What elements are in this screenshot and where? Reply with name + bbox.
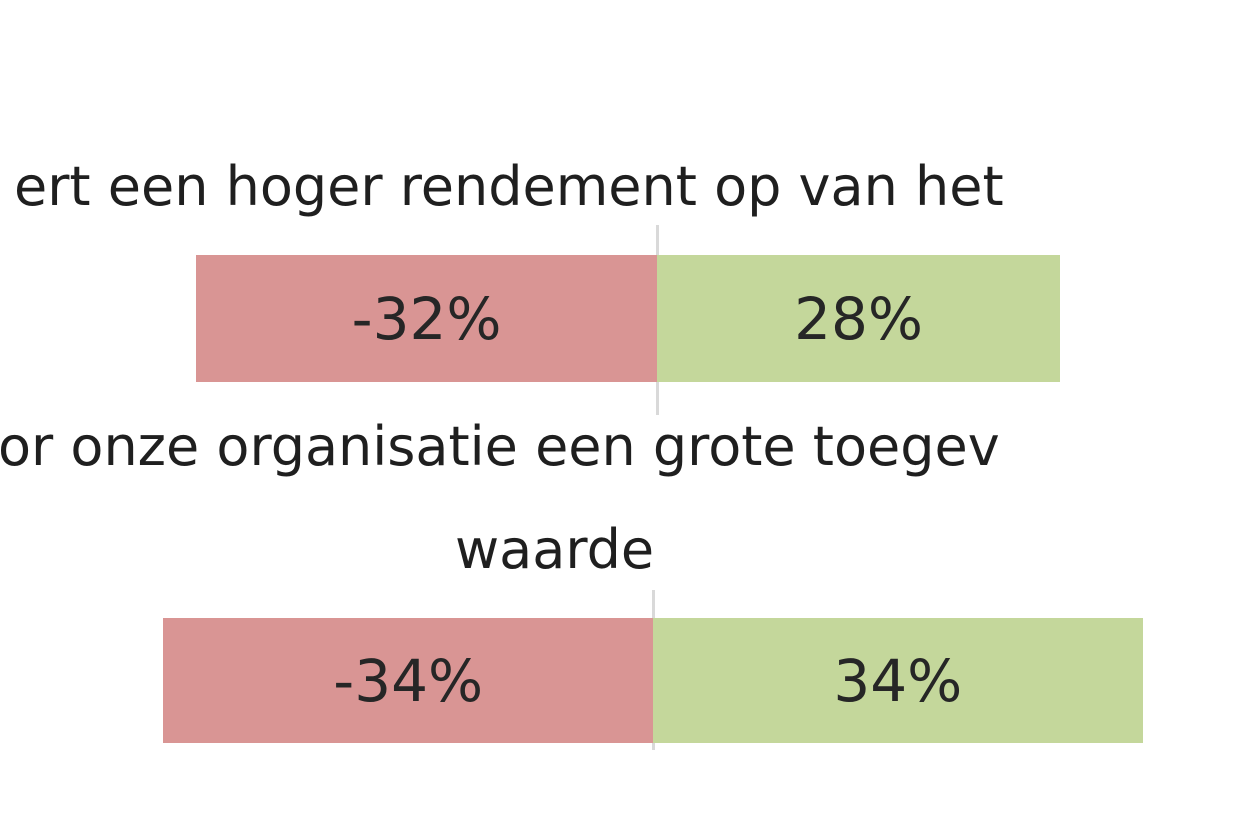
bar-1-positive: 28% xyxy=(657,255,1061,382)
category-label-2-line-2: waarde xyxy=(455,518,655,581)
bar-1-negative: -32% xyxy=(196,255,657,382)
category-label-1-line-1: ert een hoger rendement op van het xyxy=(14,155,1004,218)
category-label-2-line-1: or onze organisatie een grote toegev xyxy=(0,415,1000,478)
bar-2-negative: -34% xyxy=(163,618,653,743)
bar-2-negative-label: -34% xyxy=(333,646,484,715)
bar-2-positive: 34% xyxy=(653,618,1143,743)
bar-2-positive-label: 34% xyxy=(833,646,963,715)
bar-1-positive-label: 28% xyxy=(794,284,924,353)
bar-1-negative-label: -32% xyxy=(351,284,502,353)
